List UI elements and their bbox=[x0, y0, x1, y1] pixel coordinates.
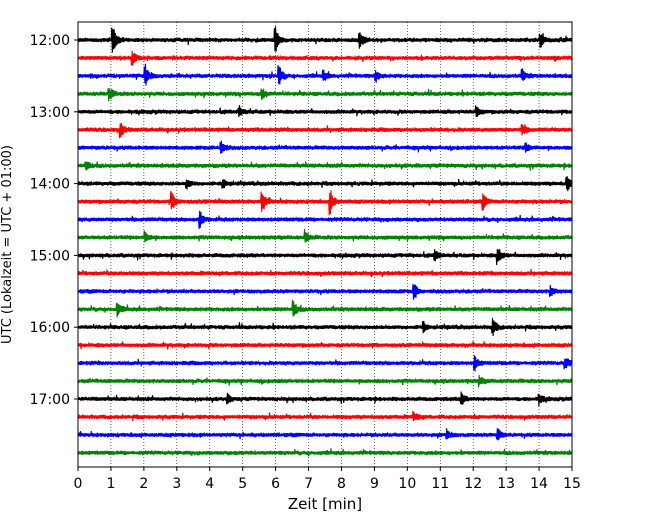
trace-row-12:15 bbox=[77, 50, 573, 66]
x-tick-label: 5 bbox=[238, 476, 247, 492]
y-axis-label: UTC (Lokalzeit = UTC + 01:00) bbox=[0, 145, 15, 344]
trace-row-16:45 bbox=[77, 375, 573, 388]
trace-row-15:15 bbox=[77, 268, 573, 278]
trace-row-15:00 bbox=[77, 248, 573, 266]
x-tick-label: 7 bbox=[304, 476, 313, 492]
y-tick-label: 14:00 bbox=[30, 177, 70, 193]
y-tick-label: 17:00 bbox=[30, 392, 70, 408]
x-tick-label: 9 bbox=[370, 476, 379, 492]
trace-row-17:30 bbox=[77, 428, 573, 441]
y-tick-label: 12:00 bbox=[30, 33, 70, 49]
x-tick-label: 2 bbox=[139, 476, 148, 492]
x-tick-label: 14 bbox=[530, 476, 548, 492]
trace-row-16:15 bbox=[77, 341, 573, 350]
x-tick-label: 0 bbox=[74, 476, 83, 492]
x-tick-label: 15 bbox=[563, 476, 581, 492]
trace-row-13:30 bbox=[77, 140, 573, 154]
trace-row-15:30 bbox=[77, 283, 573, 300]
trace-row-14:45 bbox=[77, 229, 573, 243]
y-tick-label: 15:00 bbox=[30, 248, 70, 264]
x-tick-label: 1 bbox=[106, 476, 115, 492]
trace-row-12:30 bbox=[77, 63, 573, 86]
trace-row-17:15 bbox=[77, 410, 573, 422]
trace-row-13:45 bbox=[77, 161, 573, 171]
trace-row-14:00 bbox=[77, 176, 573, 192]
plot-frame bbox=[77, 21, 573, 468]
trace-row-14:15 bbox=[77, 190, 573, 216]
trace-row-14:30 bbox=[77, 210, 573, 230]
x-tick-label: 13 bbox=[497, 476, 515, 492]
x-tick-label: 4 bbox=[205, 476, 214, 492]
x-axis-label: Zeit [min] bbox=[288, 495, 362, 513]
seismic-traces bbox=[77, 26, 573, 457]
trace-row-15:45 bbox=[77, 299, 573, 318]
trace-row-13:00 bbox=[77, 104, 573, 118]
trace-row-17:00 bbox=[77, 391, 573, 407]
trace-row-12:45 bbox=[77, 88, 573, 102]
x-tick-label: 11 bbox=[431, 476, 449, 492]
trace-row-12:00 bbox=[77, 26, 573, 53]
grid-lines bbox=[110, 22, 540, 467]
x-tick-label: 12 bbox=[464, 476, 482, 492]
trace-row-17:45 bbox=[77, 448, 573, 457]
trace-row-16:00 bbox=[77, 317, 573, 336]
x-axis-ticks: 0 1 2 3 4 5 6 7 8 9 10 11 12 13 14 15 bbox=[74, 467, 581, 492]
trace-row-16:30 bbox=[77, 355, 573, 372]
x-tick-label: 10 bbox=[398, 476, 416, 492]
x-tick-label: 3 bbox=[172, 476, 181, 492]
y-axis-ticks: 12:00 13:00 14:00 15:00 16:00 17:00 bbox=[30, 33, 78, 408]
x-tick-label: 6 bbox=[271, 476, 280, 492]
y-tick-label: 13:00 bbox=[30, 105, 70, 121]
y-tick-label: 16:00 bbox=[30, 320, 70, 336]
trace-row-13:15 bbox=[77, 122, 573, 139]
x-tick-label: 8 bbox=[337, 476, 346, 492]
